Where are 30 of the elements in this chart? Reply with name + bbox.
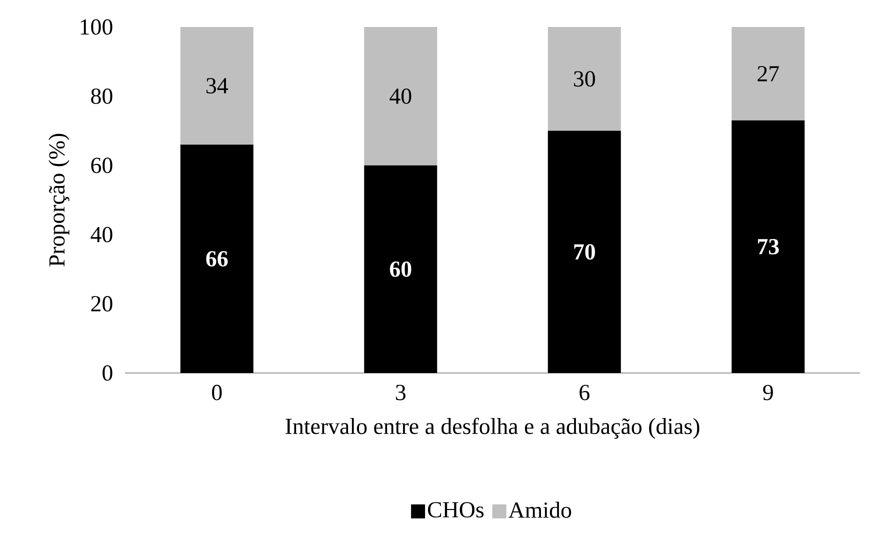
bar (364, 165, 438, 373)
y-tick-label: 40 (90, 226, 112, 242)
bar (732, 120, 805, 373)
x-axis-title: Intervalo entre a desfolha e a adubação (dias) (286, 418, 700, 439)
y-tick-label: 0 (102, 365, 112, 381)
data-label: 70 (574, 244, 595, 260)
y-tick-label: 60 (91, 158, 112, 174)
data-label: 73 (758, 238, 779, 254)
x-tick-label: 0 (212, 384, 222, 400)
legend-label: Amido (508, 502, 572, 518)
x-tick-label: 9 (763, 384, 773, 400)
data-label: 66 (206, 251, 228, 266)
y-tick-label: 80 (91, 88, 112, 104)
bar (180, 26, 254, 145)
bar (732, 26, 805, 120)
data-label: 30 (574, 71, 595, 87)
y-axis-title: Proporção (%) (48, 134, 70, 266)
legend-label: CHOs (428, 502, 484, 518)
y-tick-label: 20 (91, 296, 112, 312)
bar (548, 26, 621, 131)
data-label: 40 (390, 88, 412, 104)
y-tick-label: 100 (80, 19, 112, 35)
bar (180, 144, 254, 373)
data-label: 60 (390, 261, 412, 277)
bar (364, 26, 438, 166)
data-label: 34 (206, 78, 228, 94)
bar (548, 130, 621, 373)
x-tick-label: 6 (580, 384, 590, 400)
data-label: 27 (758, 66, 779, 82)
x-tick-label: 3 (396, 384, 406, 400)
